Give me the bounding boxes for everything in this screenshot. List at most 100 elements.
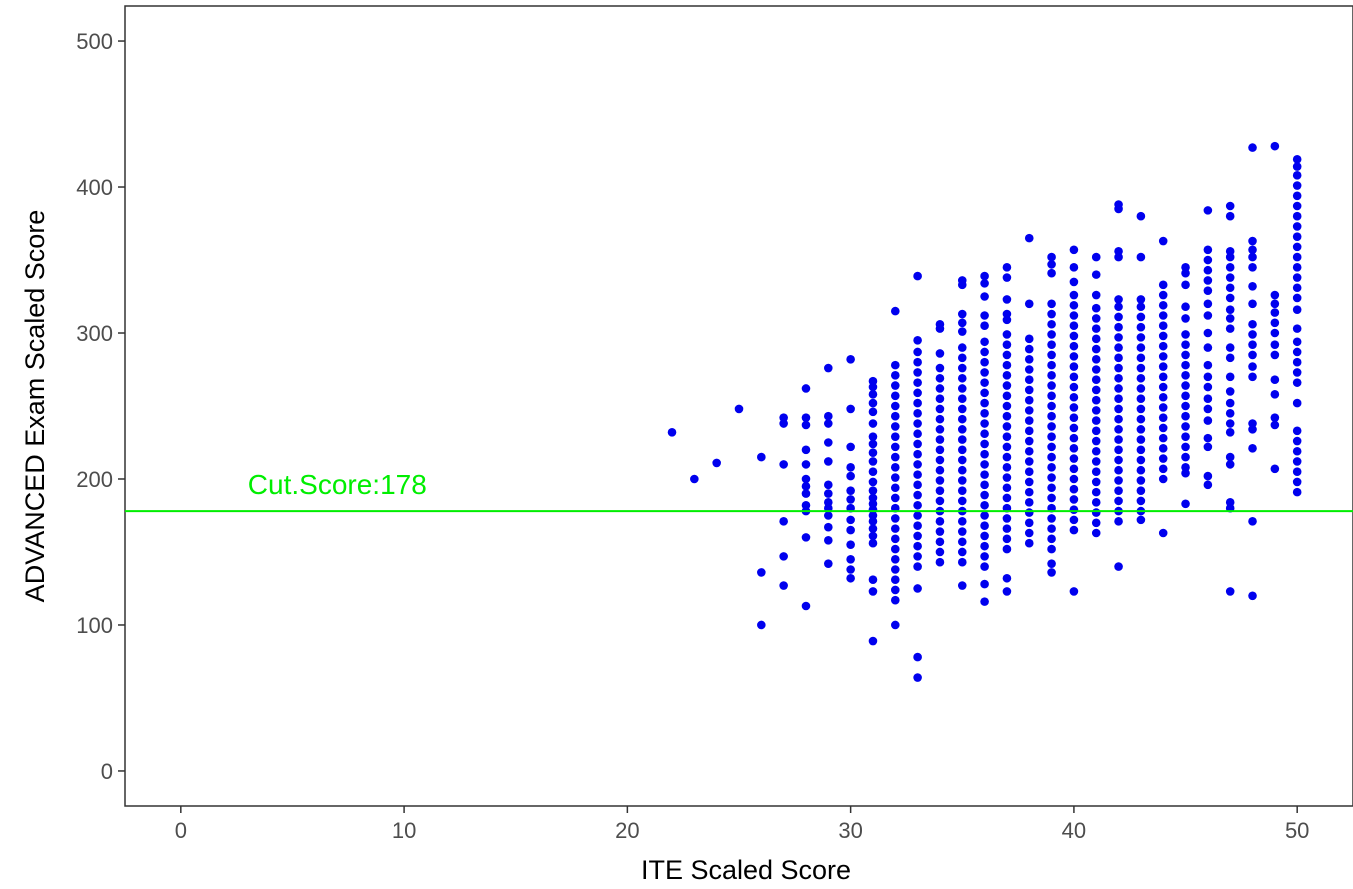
- data-point: [957, 486, 967, 495]
- data-point: [1114, 322, 1123, 332]
- data-point: [1158, 464, 1168, 474]
- data-point: [1002, 273, 1012, 282]
- data-point: [1292, 426, 1302, 436]
- data-point: [980, 490, 989, 500]
- data-point: [1047, 350, 1056, 360]
- data-point: [980, 439, 989, 449]
- data-point: [1047, 401, 1056, 411]
- data-point: [957, 465, 967, 475]
- data-point: [1002, 295, 1012, 304]
- data-point: [801, 601, 811, 611]
- data-point: [980, 500, 989, 510]
- data-point: [1047, 432, 1056, 441]
- data-point: [890, 442, 900, 452]
- data-point: [1114, 200, 1123, 209]
- data-point: [935, 363, 945, 373]
- data-point: [1248, 330, 1257, 339]
- data-point: [1292, 181, 1302, 190]
- data-point: [824, 480, 833, 490]
- data-point: [1047, 299, 1056, 309]
- data-point: [1002, 463, 1012, 472]
- data-point: [913, 511, 922, 520]
- data-point: [868, 419, 878, 428]
- data-point: [1047, 371, 1056, 380]
- data-point: [957, 517, 967, 526]
- data-point: [913, 521, 922, 531]
- data-point: [935, 496, 945, 506]
- data-point: [868, 448, 878, 458]
- data-point: [913, 470, 922, 479]
- data-point: [1024, 436, 1034, 446]
- data-point: [1114, 562, 1123, 571]
- data-point: [1158, 331, 1168, 341]
- data-point: [846, 463, 855, 472]
- data-point: [1270, 328, 1280, 338]
- data-point: [913, 419, 922, 428]
- y-tick-label: 300: [76, 321, 113, 346]
- data-point: [667, 427, 677, 437]
- data-point: [1114, 435, 1123, 444]
- data-point: [801, 413, 811, 422]
- data-point: [1225, 398, 1235, 408]
- x-tick-label: 40: [1062, 818, 1086, 843]
- data-point: [1270, 299, 1280, 309]
- data-point: [1047, 568, 1056, 577]
- data-point: [868, 477, 878, 487]
- data-point: [935, 394, 945, 404]
- data-point: [935, 384, 945, 393]
- data-point: [913, 673, 922, 682]
- data-point: [1047, 544, 1056, 554]
- data-point: [1136, 295, 1146, 304]
- data-point: [1158, 474, 1168, 484]
- data-point: [801, 489, 811, 498]
- data-point: [1069, 392, 1079, 402]
- data-point: [1158, 444, 1168, 453]
- data-point: [913, 378, 922, 387]
- data-point: [1002, 514, 1012, 523]
- data-point: [1114, 517, 1123, 526]
- data-point: [890, 360, 900, 370]
- data-point: [935, 455, 945, 465]
- data-point: [1225, 263, 1235, 272]
- data-point: [1203, 265, 1213, 275]
- data-point: [913, 490, 922, 500]
- data-point: [980, 388, 989, 398]
- data-point: [1270, 350, 1280, 360]
- data-point: [1069, 321, 1079, 331]
- data-point: [1114, 373, 1123, 383]
- data-point: [913, 480, 922, 490]
- data-point: [1091, 385, 1101, 395]
- data-point: [868, 390, 878, 399]
- data-point: [1225, 314, 1235, 323]
- data-point: [1292, 305, 1302, 314]
- data-point: [801, 445, 811, 455]
- data-point: [1047, 422, 1056, 431]
- data-point: [1158, 528, 1168, 538]
- data-point: [1248, 245, 1257, 255]
- data-point: [957, 353, 967, 363]
- data-point: [1002, 534, 1012, 544]
- data-point: [1069, 484, 1079, 494]
- data-point: [1136, 312, 1146, 322]
- data-point: [957, 404, 967, 414]
- data-point: [1248, 340, 1257, 349]
- data-point: [824, 457, 833, 466]
- data-point: [1248, 281, 1257, 291]
- data-point: [1091, 344, 1101, 354]
- data-point: [1002, 401, 1012, 411]
- data-point: [846, 442, 855, 452]
- data-point: [1136, 394, 1146, 404]
- data-point: [1002, 391, 1012, 401]
- data-point: [1002, 573, 1012, 583]
- data-point: [1292, 171, 1302, 180]
- data-point: [1203, 480, 1213, 490]
- data-point: [1047, 309, 1056, 319]
- data-point: [1024, 406, 1034, 415]
- data-point: [1047, 330, 1056, 339]
- data-point: [1181, 432, 1190, 441]
- data-point: [824, 522, 833, 532]
- x-axis: 0 10 20 30 40 50: [175, 806, 1309, 843]
- data-point: [913, 460, 922, 469]
- data-point: [1181, 371, 1190, 380]
- data-point: [1292, 283, 1302, 293]
